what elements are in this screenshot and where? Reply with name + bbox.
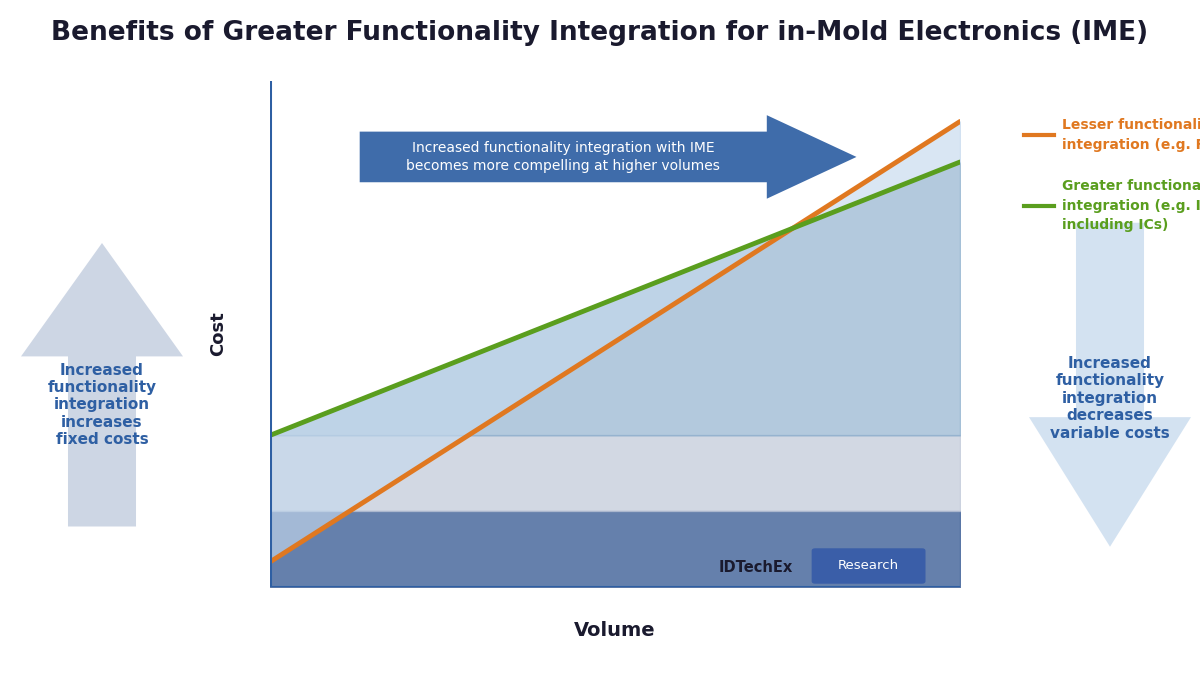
Text: Increased
functionality
integration
increases
fixed costs: Increased functionality integration incr… [48, 362, 156, 448]
Polygon shape [22, 243, 184, 526]
Text: Increased
functionality
integration
decreases
variable costs: Increased functionality integration decr… [1050, 356, 1170, 441]
Polygon shape [360, 115, 857, 198]
Text: Greater functionality
integration (e.g. IME-with-SMD,
including ICs): Greater functionality integration (e.g. … [1062, 180, 1200, 232]
Polygon shape [1030, 223, 1190, 547]
FancyBboxPatch shape [811, 548, 925, 584]
Text: Lesser functionality
integration (e.g. FFB): Lesser functionality integration (e.g. F… [1062, 118, 1200, 152]
Text: Benefits of Greater Functionality Integration for in-Mold Electronics (IME): Benefits of Greater Functionality Integr… [52, 20, 1148, 47]
Text: Increased functionality integration with IME
becomes more compelling at higher v: Increased functionality integration with… [407, 141, 720, 173]
Text: Volume: Volume [574, 621, 656, 640]
Text: Cost: Cost [209, 312, 227, 356]
Text: Research: Research [838, 560, 899, 572]
Text: IDTechEx: IDTechEx [719, 560, 793, 574]
